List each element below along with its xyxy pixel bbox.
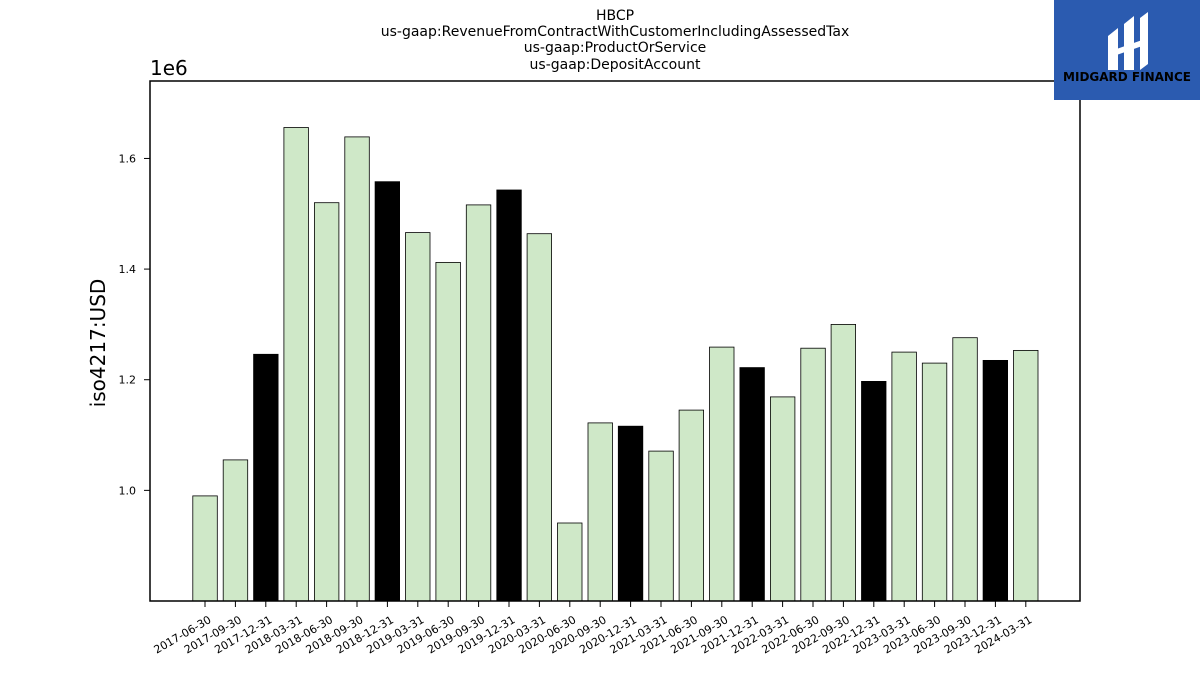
bar-2018-03-31 [283, 127, 309, 602]
bar-2018-09-30 [344, 136, 370, 602]
bar-2017-09-30 [222, 459, 249, 602]
logo-mark-icon [1108, 12, 1148, 70]
bar-2019-06-30 [435, 261, 461, 602]
x-ticks-group: 2017-06-302017-09-302017-12-312018-03-31… [152, 601, 1034, 656]
y-tick-label: 1.0 [119, 484, 137, 497]
y-axis-label: iso4217:USD [86, 279, 110, 408]
y-tick-label: 1.6 [119, 152, 137, 165]
title-line-2: us-gaap:RevenueFromContractWithCustomerI… [381, 24, 850, 40]
bar-2021-03-31 [648, 450, 674, 602]
chart-title: HBCP us-gaap:RevenueFromContractWithCust… [381, 8, 850, 73]
bar-2022-12-31 [861, 380, 887, 602]
title-line-3: us-gaap:ProductOrService [524, 40, 707, 56]
bar-2023-03-31 [891, 351, 917, 602]
bar-2017-06-30 [192, 495, 218, 602]
bar-2022-03-31 [770, 396, 796, 602]
bar-2017-12-31 [253, 353, 279, 602]
y-offset-label: 1e6 [150, 56, 188, 80]
bar-2022-06-30 [800, 347, 826, 602]
bar-2020-12-31 [617, 425, 644, 602]
bar-2021-09-30 [709, 346, 735, 602]
y-tick-label: 1.2 [119, 374, 137, 387]
bar-2018-06-30 [313, 202, 340, 602]
plot-frame [149, 80, 1081, 602]
bar-2020-06-30 [557, 522, 583, 602]
y-ticks-group: 1.0 1.2 1.4 1.6 [119, 152, 150, 497]
bar-2022-09-30 [830, 323, 856, 602]
bar-2021-12-31 [739, 367, 765, 602]
title-line-4: us-gaap:DepositAccount [530, 57, 701, 73]
logo-text: MIDGARD FINANCE [1063, 70, 1191, 84]
bar-2023-06-30 [921, 362, 948, 602]
bar-2019-12-31 [496, 189, 522, 602]
y-tick-label: 1.4 [119, 263, 137, 276]
bars-group [192, 127, 1039, 602]
bar-2019-09-30 [465, 204, 492, 602]
bar-2019-03-31 [405, 232, 431, 602]
bar-2020-03-31 [526, 233, 552, 602]
bar-2023-12-31 [982, 359, 1008, 602]
midgard-finance-logo: MIDGARD FINANCE [1054, 0, 1200, 100]
bar-2024-03-31 [1013, 349, 1039, 602]
bar-2021-06-30 [678, 409, 704, 602]
bar-2023-09-30 [952, 337, 978, 602]
bar-2020-09-30 [587, 422, 613, 602]
title-line-1: HBCP [596, 8, 634, 24]
bar-2018-12-31 [374, 181, 401, 602]
